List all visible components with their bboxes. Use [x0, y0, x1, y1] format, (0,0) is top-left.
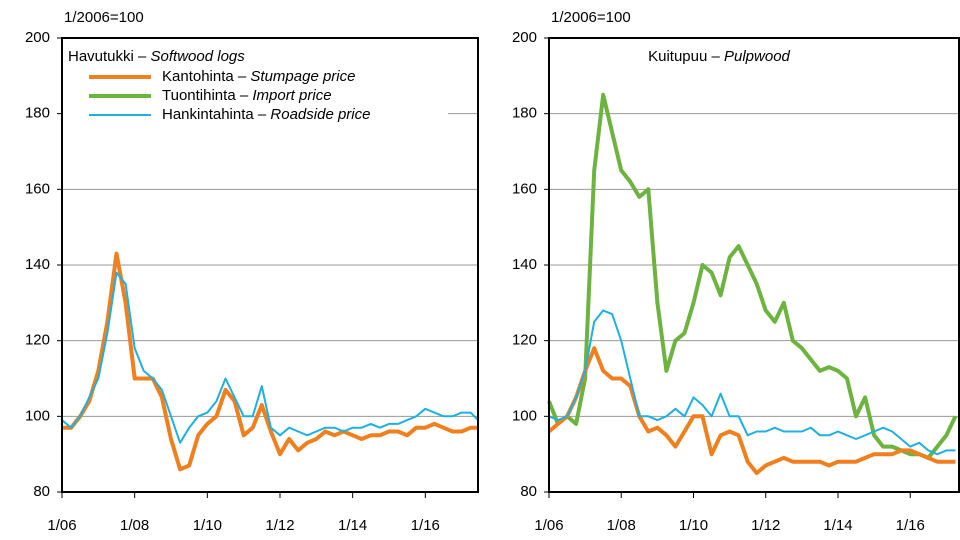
series-line	[548, 309, 956, 456]
legend-title: Havutukki – Softwood logs	[68, 48, 245, 65]
y-tick-label: 160	[512, 180, 537, 197]
x-tick-label: 1/14	[823, 517, 852, 534]
y-tick-label: 160	[25, 180, 50, 197]
x-tick-label: 1/08	[607, 517, 636, 534]
y-tick-label: 140	[512, 256, 537, 273]
series-line	[61, 271, 479, 444]
x-tick-label: 1/14	[338, 517, 367, 534]
y-tick-label: 120	[512, 332, 537, 349]
y-tick-label: 180	[512, 105, 537, 122]
y-tick-label: 100	[25, 407, 50, 424]
y-tick-label: 140	[25, 256, 50, 273]
legend-label: Tuontihinta – Import price	[162, 87, 332, 104]
x-tick-label: 1/06	[534, 517, 563, 534]
series-line	[547, 92, 958, 460]
y-tick-label: 200	[25, 29, 50, 46]
legend-label: Kantohinta – Stumpage price	[162, 68, 355, 85]
x-tick-label: 1/10	[193, 517, 222, 534]
x-tick-label: 1/12	[265, 517, 294, 534]
y-tick-label: 200	[512, 29, 537, 46]
legend-label: Hankintahinta – Roadside price	[162, 106, 370, 123]
x-tick-label: 1/10	[679, 517, 708, 534]
y-tick-label: 100	[512, 407, 537, 424]
y-tick-label: 120	[25, 332, 50, 349]
y-tick-label: 80	[520, 483, 537, 500]
panel-title: Kuitupuu – Pulpwood	[648, 48, 790, 65]
x-tick-label: 1/16	[896, 517, 925, 534]
series-line	[62, 251, 478, 472]
x-tick-label: 1/06	[47, 517, 76, 534]
plot-frame	[548, 37, 960, 493]
x-tick-label: 1/08	[120, 517, 149, 534]
y-axis-label: 1/2006=100	[64, 9, 144, 26]
plot-frame	[61, 37, 479, 493]
y-tick-label: 180	[25, 105, 50, 122]
y-tick-label: 80	[33, 483, 50, 500]
x-tick-label: 1/16	[411, 517, 440, 534]
y-axis-label: 1/2006=100	[551, 9, 631, 26]
x-tick-label: 1/12	[751, 517, 780, 534]
series-line	[547, 346, 956, 476]
